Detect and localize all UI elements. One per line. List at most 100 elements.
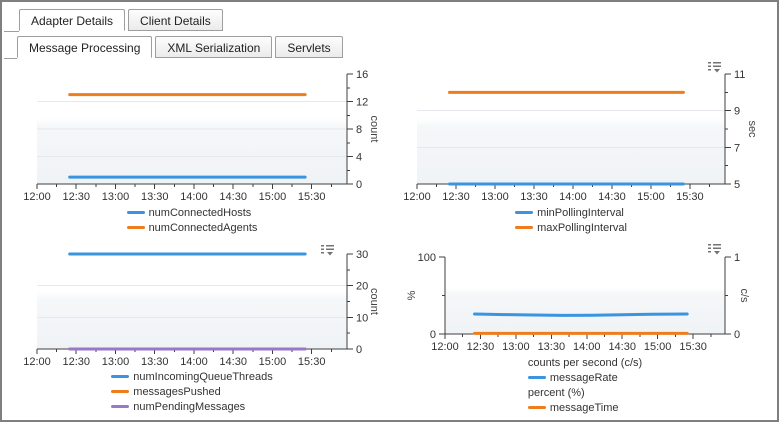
x-tick-label: 12:00 [23, 191, 51, 202]
x-tick-label: 14:30 [219, 356, 247, 366]
x-tick-label: 12:30 [62, 356, 90, 366]
legend-label: maxPollingInterval [537, 222, 627, 234]
legend-item: minPollingInterval [515, 206, 627, 221]
legend-label: messageRate [549, 372, 618, 384]
x-tick-label: 13:30 [538, 341, 566, 352]
legend-item: maxPollingInterval [515, 221, 627, 236]
x-tick-label: 12:00 [23, 356, 51, 366]
chart-legend: numIncomingQueueThreads messagesPushed num… [37, 370, 347, 415]
x-tick-label: 14:00 [559, 191, 587, 202]
y-tick-label: 9 [734, 106, 740, 118]
legend-item: numConnectedAgents [126, 221, 258, 236]
legend-swatch-orange [126, 226, 145, 229]
x-tick-label: 13:00 [102, 356, 130, 366]
legend-swatch-blue [126, 211, 145, 214]
legend-label: numConnectedHosts [148, 207, 252, 219]
legend-swatch-blue [527, 376, 546, 379]
legend-swatch-purple [111, 405, 130, 408]
primary-tab-baseline [4, 31, 19, 32]
y-tick-label: 7 [734, 142, 740, 154]
legend-swatch-blue [515, 211, 534, 214]
chart-legend: numConnectedHosts numConnectedAgents [37, 206, 347, 236]
x-tick-label: 13:00 [502, 341, 530, 352]
y-tick-label: 8 [356, 124, 362, 136]
x-tick-label: 13:30 [520, 191, 548, 202]
secondary-tab-bar: Message Processing XML Serialization Ser… [17, 36, 343, 58]
tab-adapter-details[interactable]: Adapter Details [19, 9, 126, 31]
legend-group-header: counts per second (c/s) [527, 357, 643, 369]
legend-label: messageTime [549, 402, 619, 414]
legend-label: numIncomingQueueThreads [133, 371, 273, 383]
legend-swatch-orange [515, 226, 534, 229]
tab-xml-serialization[interactable]: XML Serialization [155, 36, 273, 58]
x-tick-label: 12:30 [467, 341, 495, 352]
x-tick-label: 15:00 [644, 341, 672, 352]
chart-canvas: 12:00 12:30 13:00 13:30 14:00 14:30 15:00 15:30… [23, 69, 380, 202]
x-tick-label: 13:30 [141, 191, 169, 202]
x-tick-label: 14:30 [598, 191, 626, 202]
legend-swatch-orange [111, 390, 130, 393]
chart-message-rate-time: 12:00 12:30 13:00 13:30 14:00 14:30 15:00 15:30… [402, 242, 777, 414]
x-tick-label: 14:30 [219, 191, 247, 202]
legend-swatch-blue [111, 375, 130, 378]
x-tick-label: 15:00 [259, 356, 287, 366]
chart-legend: counts per second (c/s) messageRate percen… [445, 356, 725, 416]
x-tick-label: 13:00 [481, 191, 509, 202]
tab-servlets[interactable]: Servlets [275, 36, 343, 58]
x-tick-label: 15:30 [298, 191, 326, 202]
y-axis-title: % [406, 290, 418, 300]
x-tick-label: 14:00 [180, 191, 208, 202]
x-tick-label: 13:00 [102, 191, 130, 202]
x-tick-label: 12:30 [442, 191, 470, 202]
legend-label: numConnectedAgents [148, 222, 258, 234]
chart-menu-icon[interactable] [321, 244, 335, 256]
legend-item: messagesPushed [111, 385, 272, 400]
legend-item: numConnectedHosts [126, 206, 258, 221]
y-axis-title: count [368, 288, 380, 315]
y-tick-label: 0 [734, 329, 740, 341]
y-tick-label: 4 [356, 152, 362, 164]
y-tick-label: 1 [734, 252, 740, 264]
chart-menu-icon[interactable] [708, 243, 722, 255]
chart-polling-interval: 12:00 12:30 13:00 13:30 14:00 14:30 15:00 15:30… [402, 61, 777, 234]
tab-client-details[interactable]: Client Details [128, 9, 223, 31]
y-tick-label: 5 [734, 179, 740, 191]
x-tick-label: 12:00 [431, 341, 459, 352]
x-tick-label: 15:30 [679, 341, 707, 352]
y-axis-title: c/s [738, 288, 750, 303]
x-tick-label: 14:00 [573, 341, 601, 352]
y-tick-label: 30 [356, 249, 368, 261]
x-tick-label: 15:30 [676, 191, 704, 202]
y-tick-label: 12 [356, 97, 368, 109]
x-tick-label: 15:30 [298, 356, 326, 366]
x-tick-label: 14:00 [180, 356, 208, 366]
y-tick-label: 0 [356, 179, 362, 191]
y-tick-label: 0 [356, 344, 362, 356]
x-tick-label: 12:30 [62, 191, 90, 202]
chart-legend: minPollingInterval maxPollingInterval [417, 206, 725, 236]
tab-message-processing[interactable]: Message Processing [17, 36, 153, 58]
chart-connected-hosts-agents: 12:00 12:30 13:00 13:30 14:00 14:30 15:00 15:30… [15, 64, 392, 234]
chart-canvas: 12:00 12:30 13:00 13:30 14:00 14:30 15:00 15:30… [403, 69, 758, 202]
y-tick-label: 0 [430, 329, 436, 341]
chart-menu-icon[interactable] [708, 61, 722, 73]
y-axis-title: sec [746, 120, 758, 138]
y-tick-label: 100 [418, 252, 436, 264]
legend-item: numPendingMessages [111, 400, 272, 415]
legend-group-header: percent (%) [527, 387, 585, 399]
legend-item: numIncomingQueueThreads [111, 370, 273, 385]
x-tick-label: 15:00 [259, 191, 287, 202]
chart-canvas: 12:00 12:30 13:00 13:30 14:00 14:30 15:00 15:30… [406, 252, 750, 352]
legend-label: numPendingMessages [133, 401, 246, 413]
chart-canvas: 12:00 12:30 13:00 13:30 14:00 14:30 15:00 15:30… [23, 249, 380, 366]
secondary-tab-baseline [4, 58, 17, 59]
x-tick-label: 12:00 [403, 191, 431, 202]
y-tick-label: 16 [356, 69, 368, 81]
legend-swatch-orange [527, 406, 546, 409]
y-axis-title: count [368, 116, 380, 143]
x-tick-label: 15:00 [637, 191, 665, 202]
x-tick-label: 13:30 [141, 356, 169, 366]
y-tick-label: 20 [356, 281, 368, 293]
series-line-messageRate [473, 312, 689, 317]
